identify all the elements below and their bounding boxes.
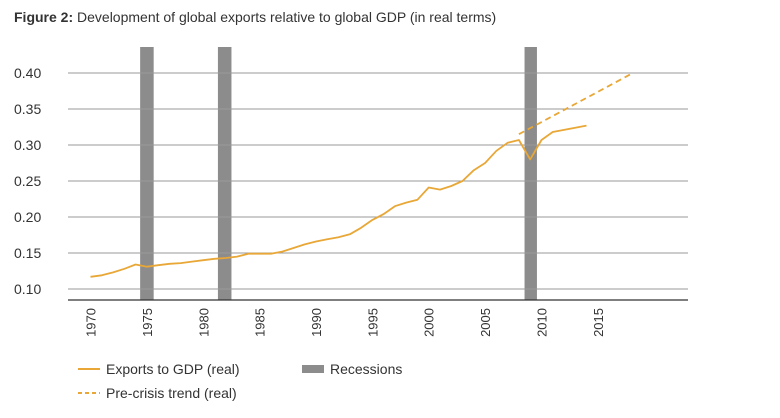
recession-band-3: [524, 47, 537, 300]
x-tick-label: 1995: [365, 308, 380, 337]
y-tick-label: 0.25: [14, 173, 41, 189]
legend-label: Recessions: [330, 361, 402, 377]
figure-title-text: Development of global exports relative t…: [77, 9, 497, 25]
exports-to-gdp-line: [90, 124, 587, 278]
figure-label: Figure 2:: [14, 9, 74, 25]
recession-band-2: [217, 47, 232, 300]
x-tick-label: 2015: [591, 308, 606, 337]
y-tick-label: 0.40: [14, 65, 41, 81]
y-tick-label: 0.10: [14, 281, 41, 297]
y-tick-label: 0.20: [14, 209, 41, 225]
gridlines: [68, 72, 688, 301]
legend-recession-swatch: [302, 365, 324, 373]
legend: Exports to GDP (real) Recessions Pre-crisi…: [78, 361, 402, 401]
x-tick-label: 1975: [140, 308, 155, 337]
legend-label: Pre-crisis trend (real): [106, 385, 237, 401]
x-tick-label: 1970: [84, 308, 99, 337]
x-tick-label: 2000: [422, 308, 437, 337]
recession-bands: [140, 47, 537, 300]
x-tick-label: 2010: [534, 308, 549, 337]
x-tick-label: 1985: [253, 308, 268, 337]
pre-crisis-trend-line: [518, 72, 633, 135]
y-tick-label: 0.15: [14, 245, 41, 261]
figure-title: Figure 2: Development of global exports …: [14, 9, 496, 25]
y-tick-label: 0.35: [14, 101, 41, 117]
recession-band-1: [140, 47, 154, 300]
x-tick-label: 2005: [478, 308, 493, 337]
y-axis-ticks: 0.40 0.35 0.30 0.25 0.20 0.15 0.10: [14, 65, 41, 297]
series-lines: [90, 72, 633, 278]
x-tick-label: 1990: [309, 308, 324, 337]
x-axis-ticks: 1970 1975 1980 1985 1990 1995 2000 2005 2010 2015: [84, 308, 606, 337]
legend-label: Exports to GDP (real): [106, 361, 240, 377]
y-tick-label: 0.30: [14, 137, 41, 153]
x-tick-label: 1980: [196, 308, 211, 337]
